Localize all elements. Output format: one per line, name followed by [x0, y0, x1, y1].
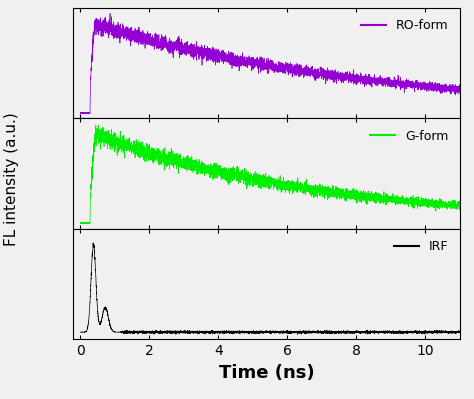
Legend: G-form: G-form [365, 124, 454, 148]
X-axis label: Time (ns): Time (ns) [219, 363, 314, 381]
Text: FL intensity (a.u.): FL intensity (a.u.) [4, 113, 19, 247]
Legend: IRF: IRF [389, 235, 454, 258]
Legend: RO-form: RO-form [356, 14, 454, 37]
